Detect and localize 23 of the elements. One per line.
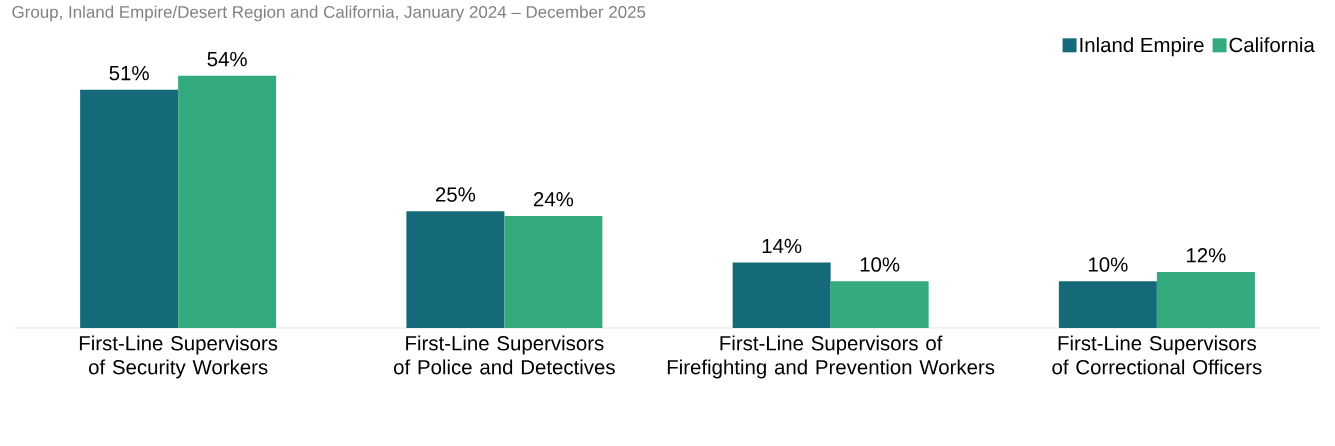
bar — [1156, 271, 1255, 328]
legend-label: Inland Empire — [1080, 37, 1204, 57]
x-tick-label: First-Line Supervisors of Police and Detectives — [393, 335, 615, 375]
data-label: 54% — [207, 51, 247, 67]
bar — [830, 281, 929, 328]
x-tick-label: First-Line Supervisors of Correctional Officers — [1052, 335, 1262, 375]
data-label: 14% — [762, 238, 802, 254]
x-tick-label: First-Line Supervisors of Firefighting and Prevention Workers — [667, 335, 995, 379]
bar — [732, 262, 831, 328]
legend-label: California — [1229, 37, 1315, 53]
bar — [80, 89, 179, 328]
data-label: 24% — [533, 192, 574, 207]
chart-subtitle: Group, Inland Empire/Desert Region and California, January 2024 – December 2025 — [12, 5, 646, 22]
x-tick-label: First-Line Supervisors of Security Workers — [79, 335, 278, 379]
data-label: 10% — [1089, 257, 1128, 272]
bar — [1058, 281, 1157, 328]
bar — [406, 211, 505, 328]
data-label: 10% — [860, 257, 900, 272]
data-label: 51% — [109, 65, 149, 81]
bar — [504, 215, 603, 328]
bar — [178, 75, 277, 328]
data-label: 25% — [435, 187, 476, 202]
data-label: 12% — [1187, 248, 1226, 263]
